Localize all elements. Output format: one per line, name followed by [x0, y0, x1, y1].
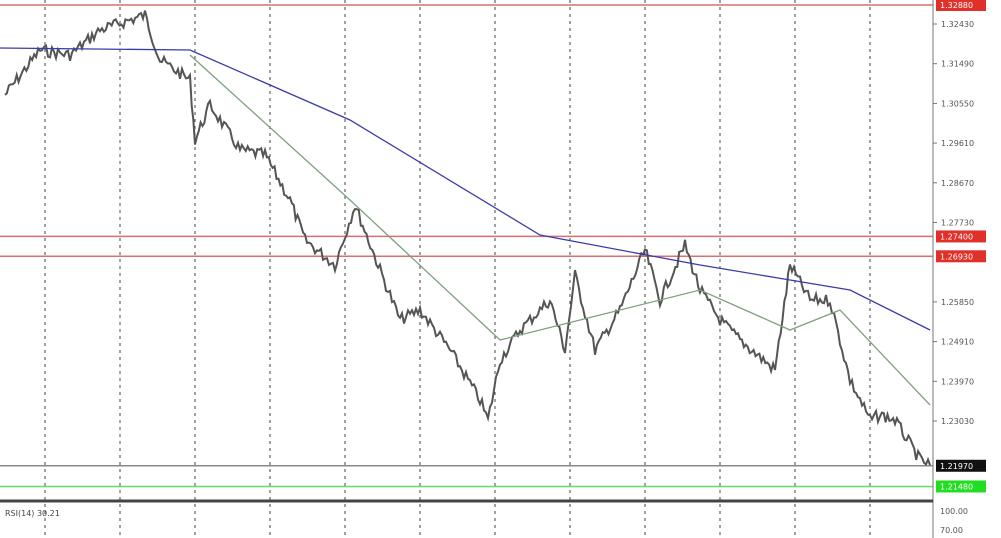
grid	[44, 0, 871, 538]
price-line	[4, 10, 931, 467]
level-tags: 1.32880 1.27400 1.26930 1.21970 1.21480	[936, 0, 986, 493]
price-tick-label: 1.32430	[941, 20, 974, 29]
level-tag-label: 1.32880	[940, 1, 973, 10]
price-tick-label: 1.23030	[941, 417, 974, 426]
series-lines	[0, 10, 931, 467]
price-axis-ticks: 1.32430 1.31490 1.30550 1.29610 1.28670 1.277…	[933, 20, 974, 426]
level-lines	[0, 4, 933, 488]
level-tag-label: 1.27400	[940, 232, 973, 241]
level-tag	[936, 480, 986, 493]
rsi-tick-70: 70.00	[940, 526, 963, 535]
level-tag	[936, 0, 986, 11]
moving-average-line	[189, 54, 931, 406]
rsi-label: RSI(14) 30.21	[5, 509, 60, 518]
level-tag	[936, 230, 986, 243]
price-tick-label: 1.23970	[941, 377, 974, 386]
rsi-tick-100: 100.00	[940, 507, 968, 516]
level-tag	[936, 250, 986, 263]
price-tick-label: 1.27730	[941, 219, 974, 228]
level-tag-label: 1.21480	[940, 482, 973, 491]
price-tick-label: 1.24910	[941, 338, 974, 347]
price-tick-label: 1.25850	[941, 298, 974, 307]
level-tag	[936, 459, 986, 472]
moving-average-line	[0, 47, 931, 331]
price-tick-label: 1.28670	[941, 179, 974, 188]
price-tick-label: 1.31490	[941, 60, 974, 69]
price-tick-label: 1.30550	[941, 99, 974, 108]
price-tick-label: 1.29610	[941, 139, 974, 148]
level-tag-label: 1.26930	[940, 252, 973, 261]
level-tag-label: 1.21970	[940, 462, 973, 471]
